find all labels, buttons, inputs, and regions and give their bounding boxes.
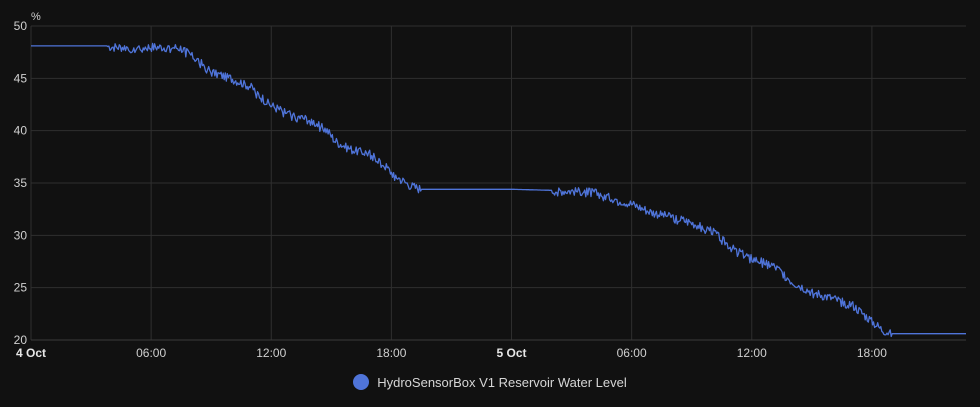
- x-axis: 4 Oct 06:00 12:00 18:00 5 Oct 06:00 12:00 18:00: [16, 346, 887, 360]
- series-group: [31, 42, 966, 338]
- y-tick-label: 35: [14, 176, 28, 190]
- x-tick-label: 06:00: [136, 346, 166, 360]
- line-chart: 20 25 30 35 40 45 50 4 Oct 06:00 12:00 18:00 5 Oct…: [14, 11, 966, 360]
- y-tick-label: 20: [14, 333, 28, 347]
- grid: [30, 25, 966, 341]
- y-tick-label: 50: [14, 19, 28, 33]
- x-tick-label: 12:00: [256, 346, 286, 360]
- x-tick-label: 4 Oct: [16, 346, 46, 360]
- legend-label: HydroSensorBox V1 Reservoir Water Level: [377, 374, 627, 390]
- y-tick-label: 45: [14, 71, 28, 85]
- x-tick-label: 5 Oct: [497, 346, 527, 360]
- x-tick-label: 12:00: [737, 346, 767, 360]
- y-tick-label: 40: [14, 124, 28, 138]
- legend: HydroSensorBox V1 Reservoir Water Level: [0, 374, 980, 390]
- y-axis: 20 25 30 35 40 45 50: [14, 19, 28, 347]
- series-line: [31, 42, 966, 338]
- x-tick-label: 06:00: [617, 346, 647, 360]
- x-tick-label: 18:00: [376, 346, 406, 360]
- y-tick-label: 25: [14, 281, 28, 295]
- y-axis-unit: %: [31, 11, 41, 23]
- x-tick-label: 18:00: [857, 346, 887, 360]
- y-tick-label: 30: [14, 228, 28, 242]
- legend-item[interactable]: HydroSensorBox V1 Reservoir Water Level: [353, 374, 627, 390]
- legend-swatch-icon: [353, 374, 370, 390]
